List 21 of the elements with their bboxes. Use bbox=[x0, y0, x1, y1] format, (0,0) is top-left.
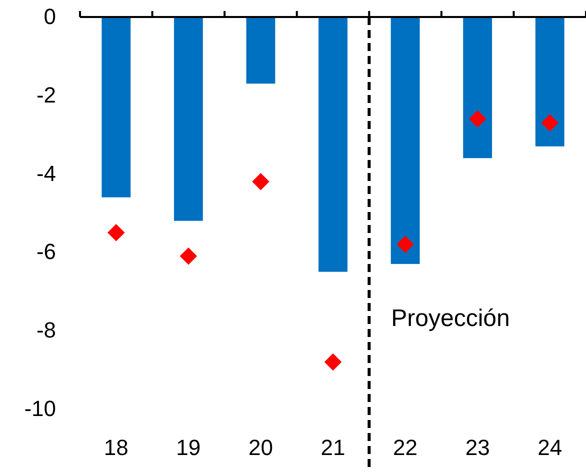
x-tick-label: 21 bbox=[320, 435, 346, 460]
point bbox=[396, 236, 414, 253]
y-tick-label: -10 bbox=[24, 396, 56, 422]
x-tick-label: 18 bbox=[104, 435, 128, 460]
x-tick-label: 24 bbox=[538, 435, 562, 460]
x-tick-label: 20 bbox=[248, 435, 273, 460]
point bbox=[180, 247, 198, 265]
y-tick-label: 0 bbox=[44, 4, 56, 30]
y-tick-label: -6 bbox=[36, 239, 56, 264]
point bbox=[541, 114, 558, 132]
annotation: Proyección bbox=[391, 304, 510, 332]
point bbox=[108, 224, 125, 242]
y-tick-label: -8 bbox=[36, 318, 56, 343]
y-tick-label: -4 bbox=[36, 160, 56, 186]
x-tick-label: 22 bbox=[393, 435, 418, 460]
y-tick-label: -2 bbox=[36, 82, 56, 108]
point bbox=[252, 173, 270, 190]
point bbox=[324, 353, 342, 371]
x-tick-label: 23 bbox=[465, 435, 490, 460]
point bbox=[468, 110, 486, 128]
x-tick-label: 19 bbox=[176, 435, 201, 460]
